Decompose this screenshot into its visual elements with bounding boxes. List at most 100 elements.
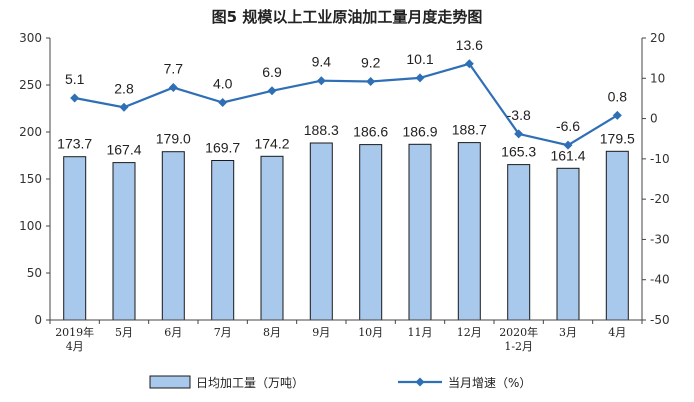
growth-label-3: 4.0 (213, 76, 233, 92)
x-tick-label-0-line-0: 2019年 (55, 325, 94, 339)
labels-group: 173.7 167.4 179.0 169.7 174.2 188.3 186.6 186.9… (57, 37, 635, 164)
chart-title: 图5 规模以上工业原油加工量月度走势图 (212, 8, 483, 26)
x-tick-label-2-line-0: 6月 (164, 326, 182, 339)
bar-label-8: 188.7 (452, 122, 487, 138)
legend: 日均加工量（万吨） 当月增速（%） (149, 375, 531, 390)
x-tick-label-9: 2020年 1-2月 (499, 325, 538, 353)
bar-label-2: 179.0 (156, 131, 191, 147)
growth-label-11: 0.8 (608, 88, 628, 104)
growth-label-7: 10.1 (406, 51, 433, 67)
y-right-tick-7: 20 (650, 31, 665, 45)
bar-11 (605, 150, 629, 321)
x-tick-label-6: 10月 (358, 326, 383, 339)
x-tick-label-6-line-0: 10月 (358, 326, 383, 339)
y-right-tick-2: -30 (650, 232, 670, 246)
y-right-tick-0: -50 (650, 313, 670, 327)
y-right-tick-6: 10 (650, 71, 665, 85)
legend-bar-swatch (149, 375, 191, 389)
legend-bar-label: 日均加工量（万吨） (196, 376, 304, 390)
bar-label-3: 169.7 (205, 140, 240, 156)
y-left-tick-0: 0 (34, 313, 42, 327)
x-tick-label-10-line-0: 3月 (559, 326, 577, 339)
growth-point-5 (316, 76, 326, 86)
growth-label-5: 9.4 (312, 54, 332, 70)
growth-label-6: 9.2 (361, 55, 381, 71)
growth-point-9 (514, 129, 524, 139)
x-tick-label-0: 2019年 4月 (55, 325, 94, 353)
growth-point-3 (218, 97, 228, 107)
y-left-tick-6: 300 (19, 31, 42, 45)
bar-label-11: 179.5 (600, 130, 635, 146)
y-right-tick-1: -40 (650, 273, 670, 287)
x-tick-label-7-line-0: 11月 (408, 326, 433, 339)
growth-point-0 (70, 93, 80, 103)
growth-label-0: 5.1 (65, 71, 85, 87)
bar-8 (457, 142, 481, 321)
bar-label-6: 186.6 (353, 124, 388, 140)
bar-label-0: 173.7 (57, 136, 92, 152)
growth-line (74, 62, 618, 147)
bar-3 (211, 160, 235, 321)
growth-point-7 (415, 73, 425, 83)
bar-label-9: 165.3 (501, 144, 536, 160)
y-right-tick-5: 0 (650, 112, 658, 126)
bar-1 (112, 162, 136, 321)
bar-7 (408, 143, 432, 321)
growth-point-4 (267, 86, 277, 96)
growth-label-9: -3.8 (507, 107, 531, 123)
bar-0 (63, 156, 87, 321)
y-left-tick-5: 250 (19, 78, 42, 92)
x-tick-label-11: 4月 (608, 326, 626, 339)
legend-line-marker (415, 377, 425, 387)
growth-point-2 (168, 83, 178, 93)
x-tick-label-3: 7月 (214, 326, 232, 339)
bar-label-10: 161.4 (550, 147, 585, 163)
x-tick-label-8-line-0: 12月 (457, 326, 482, 339)
bars-group (63, 142, 629, 321)
x-tick-label-1: 5月 (115, 326, 133, 339)
y-right-tick-3: -20 (650, 192, 670, 206)
bar-label-4: 174.2 (254, 135, 289, 151)
growth-point-8 (464, 59, 474, 69)
growth-label-1: 2.8 (114, 80, 134, 96)
x-tick-label-11-line-0: 4月 (608, 326, 626, 339)
bar-9 (507, 164, 531, 321)
growth-label-10: -6.6 (556, 118, 580, 134)
axes-group: 050100150200250300-50-40-30-20-100102020… (19, 31, 670, 353)
bar-4 (260, 155, 284, 321)
bar-6 (359, 144, 383, 321)
growth-label-8: 13.6 (456, 37, 483, 53)
x-tick-label-10: 3月 (559, 326, 577, 339)
growth-point-10 (563, 140, 573, 150)
x-tick-label-0-line-1: 4月 (66, 340, 84, 353)
growth-label-4: 6.9 (262, 64, 282, 80)
line-group (70, 59, 622, 150)
y-left-tick-1: 50 (27, 266, 42, 280)
x-tick-label-3-line-0: 7月 (214, 326, 232, 339)
bar-label-7: 186.9 (402, 123, 437, 139)
x-tick-label-5-line-0: 9月 (312, 326, 330, 339)
x-tick-label-9-line-0: 2020年 (499, 325, 538, 339)
x-tick-label-2: 6月 (164, 326, 182, 339)
y-left-tick-2: 100 (19, 219, 42, 233)
x-tick-label-4: 8月 (263, 326, 281, 339)
x-tick-label-8: 12月 (457, 326, 482, 339)
bar-10 (556, 167, 580, 321)
y-left-tick-3: 150 (19, 172, 42, 186)
x-tick-label-7: 11月 (408, 326, 433, 339)
bar-5 (309, 142, 333, 321)
legend-line-label: 当月增速（%） (448, 376, 531, 390)
bar-label-5: 188.3 (304, 122, 339, 138)
x-tick-label-1-line-0: 5月 (115, 326, 133, 339)
y-left-tick-4: 200 (19, 125, 42, 139)
x-tick-label-4-line-0: 8月 (263, 326, 281, 339)
bar-label-1: 167.4 (106, 142, 141, 158)
x-tick-label-9-line-1: 1-2月 (504, 340, 533, 353)
growth-point-6 (366, 77, 376, 87)
growth-label-2: 7.7 (164, 61, 184, 77)
growth-point-11 (612, 110, 622, 120)
bar-2 (161, 151, 185, 321)
y-right-tick-4: -10 (650, 152, 670, 166)
